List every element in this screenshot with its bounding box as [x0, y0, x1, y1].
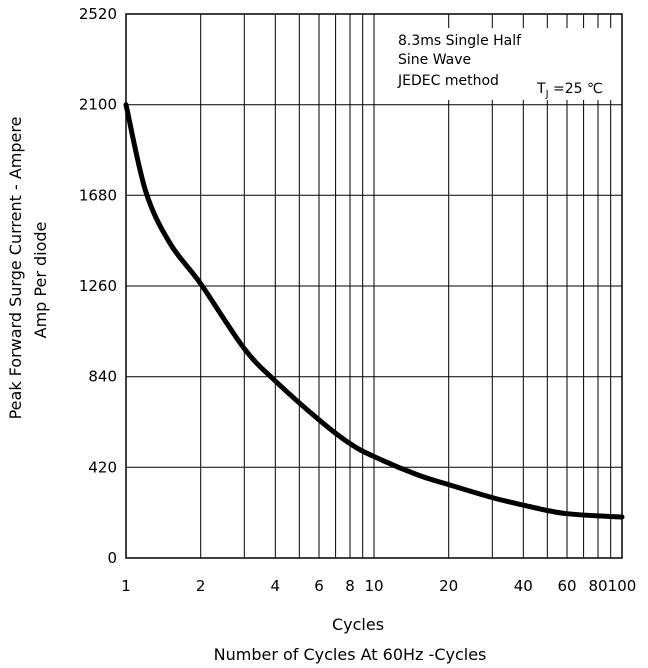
condition-value: =25 ℃ [549, 81, 603, 97]
y-tick-label: 0 [107, 549, 117, 567]
annotation-condition: TJ =25 ℃ [536, 81, 603, 100]
y-axis-title: Peak Forward Surge Current - Ampere [6, 117, 25, 420]
y-tick-label: 1260 [79, 277, 117, 295]
x-tick-label: 10 [364, 577, 383, 595]
x-tick-label: 4 [271, 577, 281, 595]
y-tick-label: 420 [88, 458, 117, 476]
series-line [123, 102, 625, 520]
x-tick-label: 60 [557, 577, 576, 595]
annotation-line-2: Sine Wave [398, 52, 471, 68]
x-tick-labels: 1 2 4 6 8 10 20 40 60 80 100 [121, 577, 636, 595]
y-tick-label: 2520 [79, 5, 117, 23]
y-tick-label: 2100 [79, 96, 117, 114]
y-axis-subtitle: Amp Per diode [31, 222, 50, 339]
plot-frame [125, 13, 623, 559]
x-tick-label: 1 [121, 577, 131, 595]
x-axis-subtitle: Number of Cycles At 60Hz -Cycles [214, 645, 487, 664]
y-tick-label: 1680 [79, 186, 117, 204]
x-tick-label: 100 [608, 577, 637, 595]
annotation-box [392, 28, 620, 100]
y-tick-labels: 0 420 840 1260 1680 2100 2520 [79, 5, 117, 567]
x-tick-label: 8 [345, 577, 355, 595]
x-tick-label: 2 [196, 577, 206, 595]
annotation-line-3: JEDEC method [397, 73, 499, 89]
series-layer [123, 102, 625, 520]
y-tick-label: 840 [88, 368, 117, 386]
x-axis-title: Cycles [332, 615, 384, 634]
condition-symbol: T [536, 81, 546, 97]
x-tick-label: 6 [314, 577, 324, 595]
x-tick-label: 40 [514, 577, 533, 595]
condition-subscript: J [545, 89, 549, 100]
annotation-line-1: 8.3ms Single Half [398, 33, 522, 49]
x-tick-label: 80 [588, 577, 607, 595]
x-tick-label: 20 [439, 577, 458, 595]
grid-lines [126, 14, 622, 558]
